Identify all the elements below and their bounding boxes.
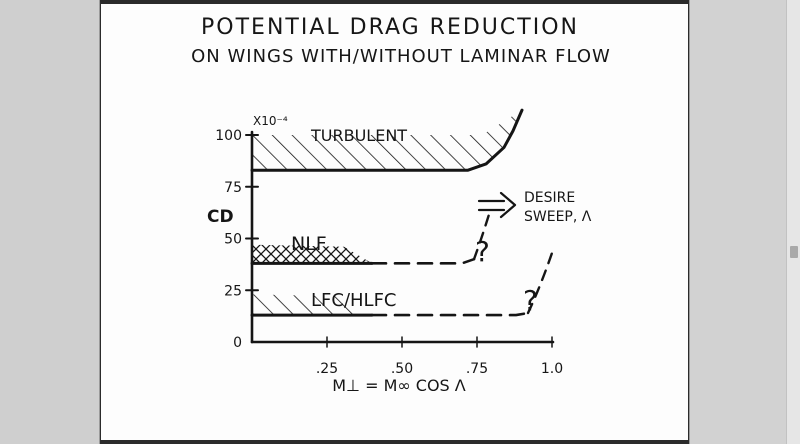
x-tick-label-25: .25 [316, 361, 338, 377]
chart-subtitle: ON WINGS WITH/WITHOUT LAMINAR FLOW [191, 46, 611, 67]
viewer-right-margin [689, 0, 800, 444]
annotation-desire: DESIRE [524, 190, 575, 206]
desire-sweep-arrow [477, 191, 517, 219]
turbulent-curve [250, 108, 524, 172]
annotation-sweep: SWEEP, Λ [524, 209, 592, 225]
nlf-curve-dashed [370, 257, 476, 265]
x-tick-label-75: .75 [466, 361, 488, 377]
nlf-curve-projected [472, 210, 492, 261]
x-axis-label: M⊥ = M∞ COS Λ [332, 376, 466, 395]
y-tick-label-0: 0 [233, 335, 242, 351]
lfc-hlfc-curve-dashed [370, 311, 530, 317]
y-tick-label-25: 25 [224, 283, 242, 299]
lfc-hlfc-hatch-band [252, 294, 372, 316]
nlf-hatch-band [252, 244, 372, 264]
y-tick-label-100: 100 [215, 128, 242, 144]
vertical-scrollbar[interactable] [786, 0, 800, 444]
drag-reduction-chart: POTENTIAL DRAG REDUCTION ON WINGS WITH/W… [191, 15, 611, 395]
chart-title: POTENTIAL DRAG REDUCTION [201, 15, 579, 40]
turbulent-label: TURBULENT [310, 126, 407, 145]
document-page: POTENTIAL DRAG REDUCTION ON WINGS WITH/W… [101, 4, 688, 440]
y-axis-label: CD [207, 207, 234, 227]
x-tick-label-50: .50 [391, 361, 413, 377]
lfc-hlfc-curve-projected [526, 245, 556, 315]
turbulent-hatch-band [252, 110, 522, 171]
question-mark-nlf: ? [475, 235, 490, 268]
question-mark-lfc: ? [523, 284, 538, 317]
scrollbar-thumb[interactable] [790, 246, 798, 258]
nlf-label: NLF [291, 233, 327, 255]
y-tick-label-75: 75 [224, 180, 242, 196]
y-multiplier-label: X10⁻⁴ [253, 114, 288, 128]
y-tick-label-50: 50 [224, 232, 242, 248]
lfc-hlfc-label: LFC/HLFC [311, 290, 397, 311]
x-tick-label-1-0: 1.0 [541, 361, 563, 377]
viewer-left-margin [0, 0, 100, 444]
